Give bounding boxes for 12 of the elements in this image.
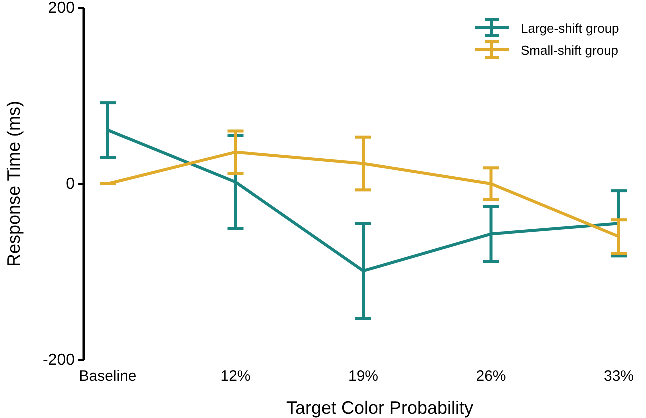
x-axis-title: Target Color Probability <box>286 398 474 418</box>
x-tick-label: 19% <box>348 368 379 385</box>
y-tick-label: 0 <box>66 176 76 194</box>
x-tick-label: Baseline <box>79 368 137 385</box>
y-axis-title: Response Time (ms) <box>4 100 24 268</box>
y-tick-label: 200 <box>48 0 76 18</box>
legend-label: Large-shift group <box>521 21 620 36</box>
y-tick-label: -200 <box>42 352 76 370</box>
x-tick-label: 26% <box>476 368 506 385</box>
x-tick-label: 33% <box>604 368 634 385</box>
legend-label: Small-shift group <box>521 43 619 58</box>
x-tick-label: 12% <box>220 368 251 385</box>
